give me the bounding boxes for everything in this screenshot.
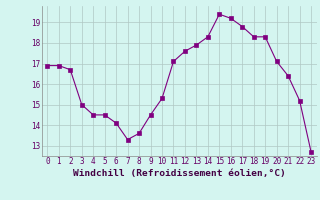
X-axis label: Windchill (Refroidissement éolien,°C): Windchill (Refroidissement éolien,°C) bbox=[73, 169, 285, 178]
